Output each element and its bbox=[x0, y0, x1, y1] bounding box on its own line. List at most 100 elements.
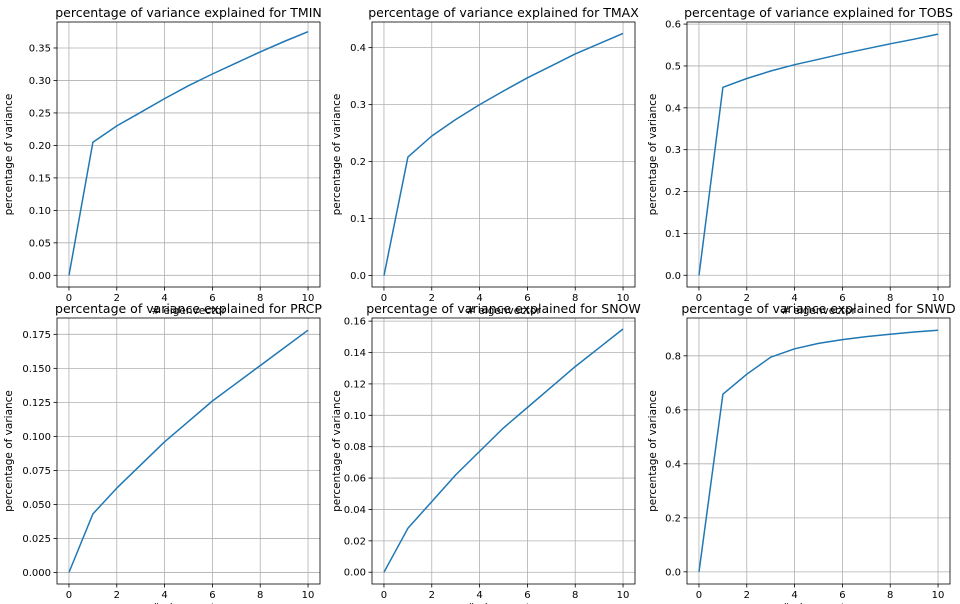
y-tick-label: 0.150 bbox=[22, 364, 51, 375]
y-tick-label: 0.050 bbox=[22, 500, 51, 511]
y-tick-label: 0.4 bbox=[665, 459, 681, 470]
plot-frame bbox=[686, 21, 951, 288]
y-tick-label: 0.0 bbox=[350, 271, 366, 282]
y-tick-label: 0.075 bbox=[22, 466, 51, 477]
y-axis-label: percentage of variance bbox=[647, 390, 659, 512]
x-tick-label: 0 bbox=[696, 590, 702, 601]
chart-title: percentage of variance explained for SNW… bbox=[681, 301, 955, 316]
x-tick-label: 2 bbox=[114, 293, 120, 304]
x-axis-label: # eigenvector bbox=[466, 602, 541, 604]
x-tick-label: 2 bbox=[114, 590, 120, 601]
x-tick-label: 2 bbox=[744, 293, 750, 304]
y-tick-label: 0.0 bbox=[665, 271, 681, 282]
y-tick-label: 0.2 bbox=[350, 157, 366, 168]
x-tick-label: 8 bbox=[257, 293, 263, 304]
y-tick-label: 0.8 bbox=[665, 351, 681, 362]
x-tick-label: 0 bbox=[381, 293, 387, 304]
y-tick-label: 0.4 bbox=[350, 43, 366, 54]
y-tick-label: 0.05 bbox=[29, 238, 51, 249]
x-tick-label: 10 bbox=[932, 590, 945, 601]
y-tick-label: 0.20 bbox=[29, 141, 51, 152]
y-tick-label: 0.00 bbox=[344, 568, 366, 579]
y-tick-label: 0.12 bbox=[344, 379, 366, 390]
x-tick-label: 8 bbox=[257, 590, 263, 601]
x-tick-label: 0 bbox=[696, 293, 702, 304]
x-tick-label: 4 bbox=[791, 293, 797, 304]
y-tick-label: 0.1 bbox=[350, 214, 366, 225]
chart-title: percentage of variance explained for TMI… bbox=[55, 5, 322, 20]
x-tick-label: 8 bbox=[572, 590, 578, 601]
x-tick-label: 2 bbox=[744, 590, 750, 601]
series-line bbox=[68, 31, 309, 276]
plot-frame bbox=[56, 317, 321, 585]
y-axis-label: percentage of variance bbox=[3, 390, 15, 512]
y-tick-label: 0.14 bbox=[344, 348, 366, 359]
plot-frame bbox=[686, 317, 951, 585]
x-tick-label: 10 bbox=[932, 293, 945, 304]
y-tick-label: 0.08 bbox=[344, 442, 366, 453]
y-tick-label: 0.125 bbox=[22, 398, 51, 409]
y-tick-label: 0.10 bbox=[29, 206, 51, 217]
y-tick-label: 0.2 bbox=[665, 513, 681, 524]
x-axis-label: # eigenvector bbox=[466, 305, 541, 317]
chart-title: percentage of variance explained for TOB… bbox=[684, 5, 953, 20]
y-tick-label: 0.15 bbox=[29, 173, 51, 184]
x-axis-label: # eigenvector bbox=[151, 602, 226, 604]
x-tick-label: 2 bbox=[429, 293, 435, 304]
series-line bbox=[383, 328, 624, 573]
chart-panel-4: 0 2 4 6 8 10 0.00 0.02 0.04 0.06 0.08 0.10 0.12 0.14 0… bbox=[331, 301, 641, 604]
x-tick-label: 6 bbox=[524, 293, 530, 304]
x-tick-label: 6 bbox=[209, 590, 215, 601]
chart-panel-1: 0 2 4 6 8 10 0.0 0.1 0.2 0.3 0.4 percentage of vari… bbox=[331, 5, 639, 317]
y-axis-label: percentage of variance bbox=[647, 94, 659, 216]
x-tick-label: 6 bbox=[839, 293, 845, 304]
x-tick-label: 10 bbox=[617, 293, 630, 304]
series-line bbox=[68, 329, 309, 573]
y-tick-label: 0.025 bbox=[22, 534, 51, 545]
x-tick-label: 8 bbox=[887, 293, 893, 304]
chart-title: percentage of variance explained for TMA… bbox=[368, 5, 639, 20]
y-tick-label: 0.0 bbox=[665, 567, 681, 578]
chart-title: percentage of variance explained for PRC… bbox=[55, 301, 322, 316]
chart-panel-0: 0 2 4 6 8 10 0.00 0.05 0.10 0.15 0.20 0.25 0.30 0.35 p… bbox=[3, 5, 322, 317]
series-line bbox=[698, 329, 939, 572]
x-tick-label: 8 bbox=[887, 590, 893, 601]
series-line bbox=[383, 32, 624, 276]
y-tick-label: 0.3 bbox=[665, 145, 681, 156]
x-tick-label: 6 bbox=[209, 293, 215, 304]
y-tick-label: 0.6 bbox=[665, 20, 681, 31]
plot-frame bbox=[56, 21, 321, 288]
x-tick-label: 4 bbox=[791, 590, 797, 601]
x-tick-label: 4 bbox=[476, 293, 482, 304]
y-tick-label: 0.1 bbox=[665, 229, 681, 240]
y-tick-label: 0.2 bbox=[665, 187, 681, 198]
chart-panel-5: 0 2 4 6 8 10 0.0 0.2 0.4 0.6 0.8 percentage of vari… bbox=[647, 301, 956, 604]
x-tick-label: 0 bbox=[381, 590, 387, 601]
x-tick-label: 10 bbox=[617, 590, 630, 601]
y-tick-label: 0.25 bbox=[29, 108, 51, 119]
x-tick-label: 0 bbox=[66, 590, 72, 601]
x-tick-label: 2 bbox=[429, 590, 435, 601]
x-tick-label: 4 bbox=[161, 590, 167, 601]
x-axis-label: # eigenvector bbox=[781, 305, 856, 317]
x-tick-label: 10 bbox=[302, 590, 315, 601]
y-tick-label: 0.00 bbox=[29, 271, 51, 282]
y-tick-label: 0.000 bbox=[22, 568, 51, 579]
y-tick-label: 0.02 bbox=[344, 536, 366, 547]
y-tick-label: 0.16 bbox=[344, 317, 366, 328]
y-tick-label: 0.6 bbox=[665, 405, 681, 416]
plot-frame bbox=[371, 21, 636, 288]
chart-title: percentage of variance explained for SNO… bbox=[366, 301, 641, 316]
y-tick-label: 0.06 bbox=[344, 474, 366, 485]
x-tick-label: 4 bbox=[476, 590, 482, 601]
y-tick-label: 0.100 bbox=[22, 432, 51, 443]
x-axis-label: # eigenvector bbox=[781, 602, 856, 604]
plot-frame bbox=[371, 317, 636, 585]
y-tick-label: 0.30 bbox=[29, 76, 51, 87]
y-tick-label: 0.4 bbox=[665, 103, 681, 114]
y-tick-label: 0.35 bbox=[29, 43, 51, 54]
y-axis-label: percentage of variance bbox=[331, 94, 343, 216]
series-line bbox=[698, 33, 939, 276]
x-tick-label: 4 bbox=[161, 293, 167, 304]
